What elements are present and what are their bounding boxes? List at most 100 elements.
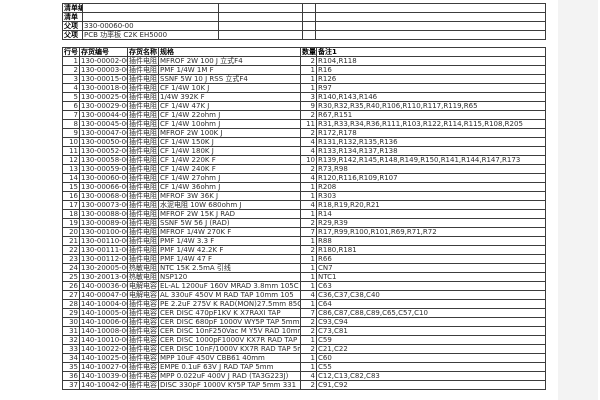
cell-qty: 4 — [300, 146, 317, 156]
cell-item-code: 130-00110-00 — [79, 236, 128, 246]
title-label: 父项 — [62, 21, 83, 31]
cell-remark: R67,R151 — [316, 110, 546, 120]
cell-spec: CF 1/4W 150K J — [158, 137, 301, 147]
cell-spec: CER DISC 1000pF1000V KX7R RAD TAP — [158, 335, 301, 345]
cell-remark: R30,R32,R35,R40,R106,R110,R117,R119,R65 — [316, 101, 546, 111]
cell-item-name: 插件电阻 — [127, 137, 159, 147]
cell-item-name: 插件电容 — [127, 308, 159, 318]
cell-item-code: 130-00100-00 — [79, 227, 128, 237]
cell-line-no: 20 — [62, 227, 80, 237]
cell-spec: CER DISC 680pF 1000V WY5P TAP 5mm 681 — [158, 317, 301, 327]
cell-remark: C55 — [316, 362, 546, 372]
cell-qty: 4 — [300, 290, 317, 300]
cell-line-no: 27 — [62, 290, 80, 300]
table-row: 37 140-10042-00 插件电容 DISC 330pF 1000V KY… — [62, 380, 546, 390]
cell-item-code: 130-00111-00 — [79, 245, 128, 255]
table-row: 4 130-00018-00 插件电阻 CF 1/4W 10K J 1 R97 — [62, 83, 546, 93]
cell-item-name: 电解电容 — [127, 281, 159, 291]
cell-item-name: 插件电阻 — [127, 119, 159, 129]
cell-spec: CER DISC 470pF1KV K X7RAXI TAP — [158, 308, 301, 318]
cell-item-name: 插件电阻 — [127, 227, 159, 237]
cell-remark: C60 — [316, 353, 546, 363]
cell-spec: MFROF 2W 15K J RAD — [158, 209, 301, 219]
cell-spec: NSP120 — [158, 272, 301, 282]
table-row: 34 140-10025-00 插件电容 MPP 10uF 450V CBB61… — [62, 353, 546, 363]
cell-line-no: 32 — [62, 335, 80, 345]
table-row: 5 130-00025-00 插件电阻 1/4W 392K F 3 R140,R… — [62, 92, 546, 102]
table-row: 18 130-00088-00 插件电阻 MFROF 2W 15K J RAD … — [62, 209, 546, 219]
cell-qty: 7 — [300, 308, 317, 318]
cell-spec: CF 1/4W 10K J — [158, 83, 301, 93]
cell-remark: R14 — [316, 209, 546, 219]
cell-qty: 4 — [300, 200, 317, 210]
table-row: 29 140-10005-00 插件电容 CER DISC 470pF1KV K… — [62, 308, 546, 318]
cell-remark: R17,R99,R100,R101,R69,R71,R72 — [316, 227, 546, 237]
cell-spec: CF 1/4W 22ohm J — [158, 110, 301, 120]
cell-remark: R131,R132,R135,R136 — [316, 137, 546, 147]
table-row: 8 130-00045-00 插件电阻 CF 1/4W 10ohm J 11 R… — [62, 119, 546, 129]
table-row: 26 140-00036-00 电解电容 EL-AL 1200uF 160V M… — [62, 281, 546, 291]
cell-line-no: 35 — [62, 362, 80, 372]
cell-qty: 4 — [300, 137, 317, 147]
cell-qty: 11 — [300, 119, 317, 129]
table-row: 23 130-00112-00 插件电阻 PMF 1/4W 47 F 1 R66 — [62, 254, 546, 264]
cell-line-no: 1 — [62, 56, 80, 66]
cell-line-no: 22 — [62, 245, 80, 255]
title-cell-empty — [218, 12, 303, 22]
table-row: 17 130-00073-00 插件电阻 水泥电阻 10W 680ohm J 4… — [62, 200, 546, 210]
cell-qty: 2 — [300, 380, 317, 390]
cell-line-no: 28 — [62, 299, 80, 309]
cell-line-no: 25 — [62, 272, 80, 282]
cell-spec: MFROF 1/4W 270K F — [158, 227, 301, 237]
cell-qty: 1 — [300, 299, 317, 309]
cell-spec: MPP 10uF 450V CBB61 40mm — [158, 353, 301, 363]
cell-line-no: 31 — [62, 326, 80, 336]
bom-table: 行号 存货编号 存货名称 规格 数量 备注1 1 130-00002-00 插件… — [62, 47, 546, 390]
cell-qty: 2 — [300, 317, 317, 327]
table-row: 14 130-00060-00 插件电阻 CF 1/4W 27ohm J 4 R… — [62, 173, 546, 183]
cell-item-name: 插件电阻 — [127, 83, 159, 93]
cell-remark: R303 — [316, 191, 546, 201]
cell-spec: CF 1/4W 180K J — [158, 146, 301, 156]
title-cell-empty — [315, 12, 546, 22]
table-row: 11 130-00052-00 插件电阻 CF 1/4W 180K J 4 R1… — [62, 146, 546, 156]
title-value: PCB 功率板 C2K EH5000 — [82, 30, 219, 40]
title-row: 清单 — [62, 12, 546, 22]
cell-remark: R208 — [316, 182, 546, 192]
cell-line-no: 26 — [62, 281, 80, 291]
cell-spec: CF 1/4W 240K F — [158, 164, 301, 174]
cell-line-no: 34 — [62, 353, 80, 363]
col-header-line-no: 行号 — [62, 47, 80, 57]
cell-line-no: 8 — [62, 119, 80, 129]
cell-spec: CF 1/4W 36ohm J — [158, 182, 301, 192]
cell-item-code: 130-20013-00 — [79, 272, 128, 282]
title-label: 父项 — [62, 30, 83, 40]
table-header-row: 行号 存货编号 存货名称 规格 数量 备注1 — [62, 47, 546, 57]
cell-qty: 7 — [300, 227, 317, 237]
cell-qty: 1 — [300, 182, 317, 192]
table-row: 22 130-00111-00 插件电阻 PMF 1/4W 42.2K F 2 … — [62, 245, 546, 255]
cell-spec: MFROF 2W 100K J — [158, 128, 301, 138]
cell-item-code: 140-10010-00 — [79, 335, 128, 345]
cell-remark: R140,R143,R146 — [316, 92, 546, 102]
cell-item-code: 140-10027-00 — [79, 362, 128, 372]
table-row: 2 130-00003-00 插件电阻 PMF 1/4W 1M F 1 R16 — [62, 65, 546, 75]
cell-line-no: 30 — [62, 317, 80, 327]
cell-qty: 1 — [300, 236, 317, 246]
title-row: 父项 330-00060-00 — [62, 21, 546, 31]
cell-qty: 2 — [300, 218, 317, 228]
table-row: 32 140-10010-00 插件电容 CER DISC 1000pF1000… — [62, 335, 546, 345]
cell-item-name: 插件电阻 — [127, 254, 159, 264]
cell-line-no: 11 — [62, 146, 80, 156]
cell-remark: C86,C87,C88,C89,C65,C57,C10 — [316, 308, 546, 318]
title-block: 清单编 清单 父项 330-00060-00 父项 — [62, 3, 546, 40]
cell-remark: C93,C94 — [316, 317, 546, 327]
table-row: 7 130-00044-00 插件电阻 CF 1/4W 22ohm J 2 R6… — [62, 110, 546, 120]
cell-remark: R97 — [316, 83, 546, 93]
cell-item-code: 130-00052-00 — [79, 146, 128, 156]
cell-line-no: 36 — [62, 371, 80, 381]
col-header-item-name: 存货名称 — [127, 47, 159, 57]
cell-qty: 1 — [300, 353, 317, 363]
cell-remark: C36,C37,C38,C40 — [316, 290, 546, 300]
